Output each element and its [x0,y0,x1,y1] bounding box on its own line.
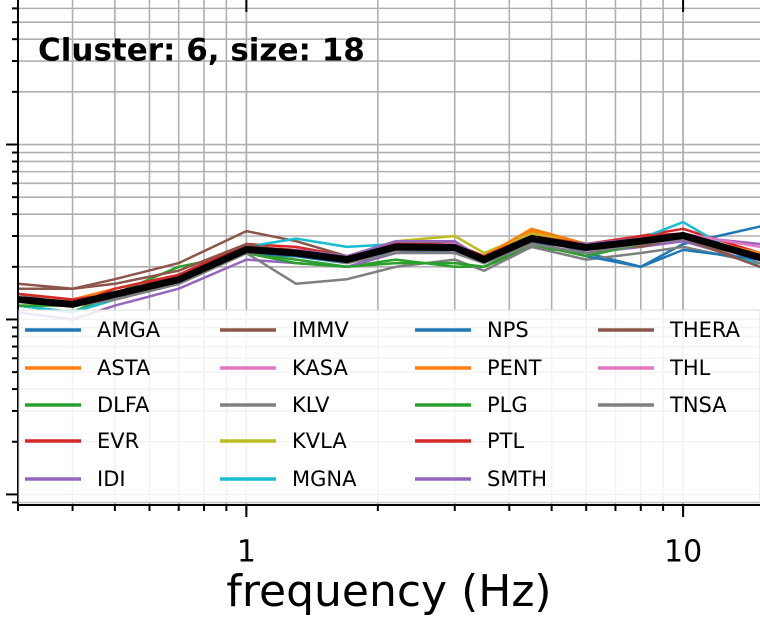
legend: AMGA ASTA DLFA EVR IDI IMMV KASA KLV KVLA MGNA NPS… [18,309,760,503]
legend-label: AMGA [97,318,161,342]
legend-label: EVR [97,429,139,453]
axes: 1 10 [6,0,760,570]
legend-label: ASTA [97,356,151,380]
legend-label: PTL [487,429,524,453]
legend-label: SMTH [487,467,547,491]
x-axis-label: frequency (Hz) [226,566,551,617]
legend-label: DLFA [97,393,150,417]
mean-line [18,232,760,308]
x-tick-label: 1 [237,535,256,570]
series-line [18,237,760,307]
legend-label: KVLA [292,429,347,453]
lines [18,220,760,321]
legend-label: MGNA [292,467,357,491]
x-tick-label: 10 [664,535,702,570]
legend-label: IMMV [292,318,349,342]
chart-title: Cluster: 6, size: 18 [38,33,365,69]
legend-label: TNSA [669,393,727,417]
legend-label: IDI [97,467,126,491]
legend-label: KLV [292,393,330,417]
legend-label: KASA [292,356,348,380]
legend-label: NPS [487,318,529,342]
legend-label: THL [669,356,711,380]
legend-label: PENT [487,356,542,380]
legend-label: THERA [669,318,741,342]
legend-label: PLG [487,393,528,417]
